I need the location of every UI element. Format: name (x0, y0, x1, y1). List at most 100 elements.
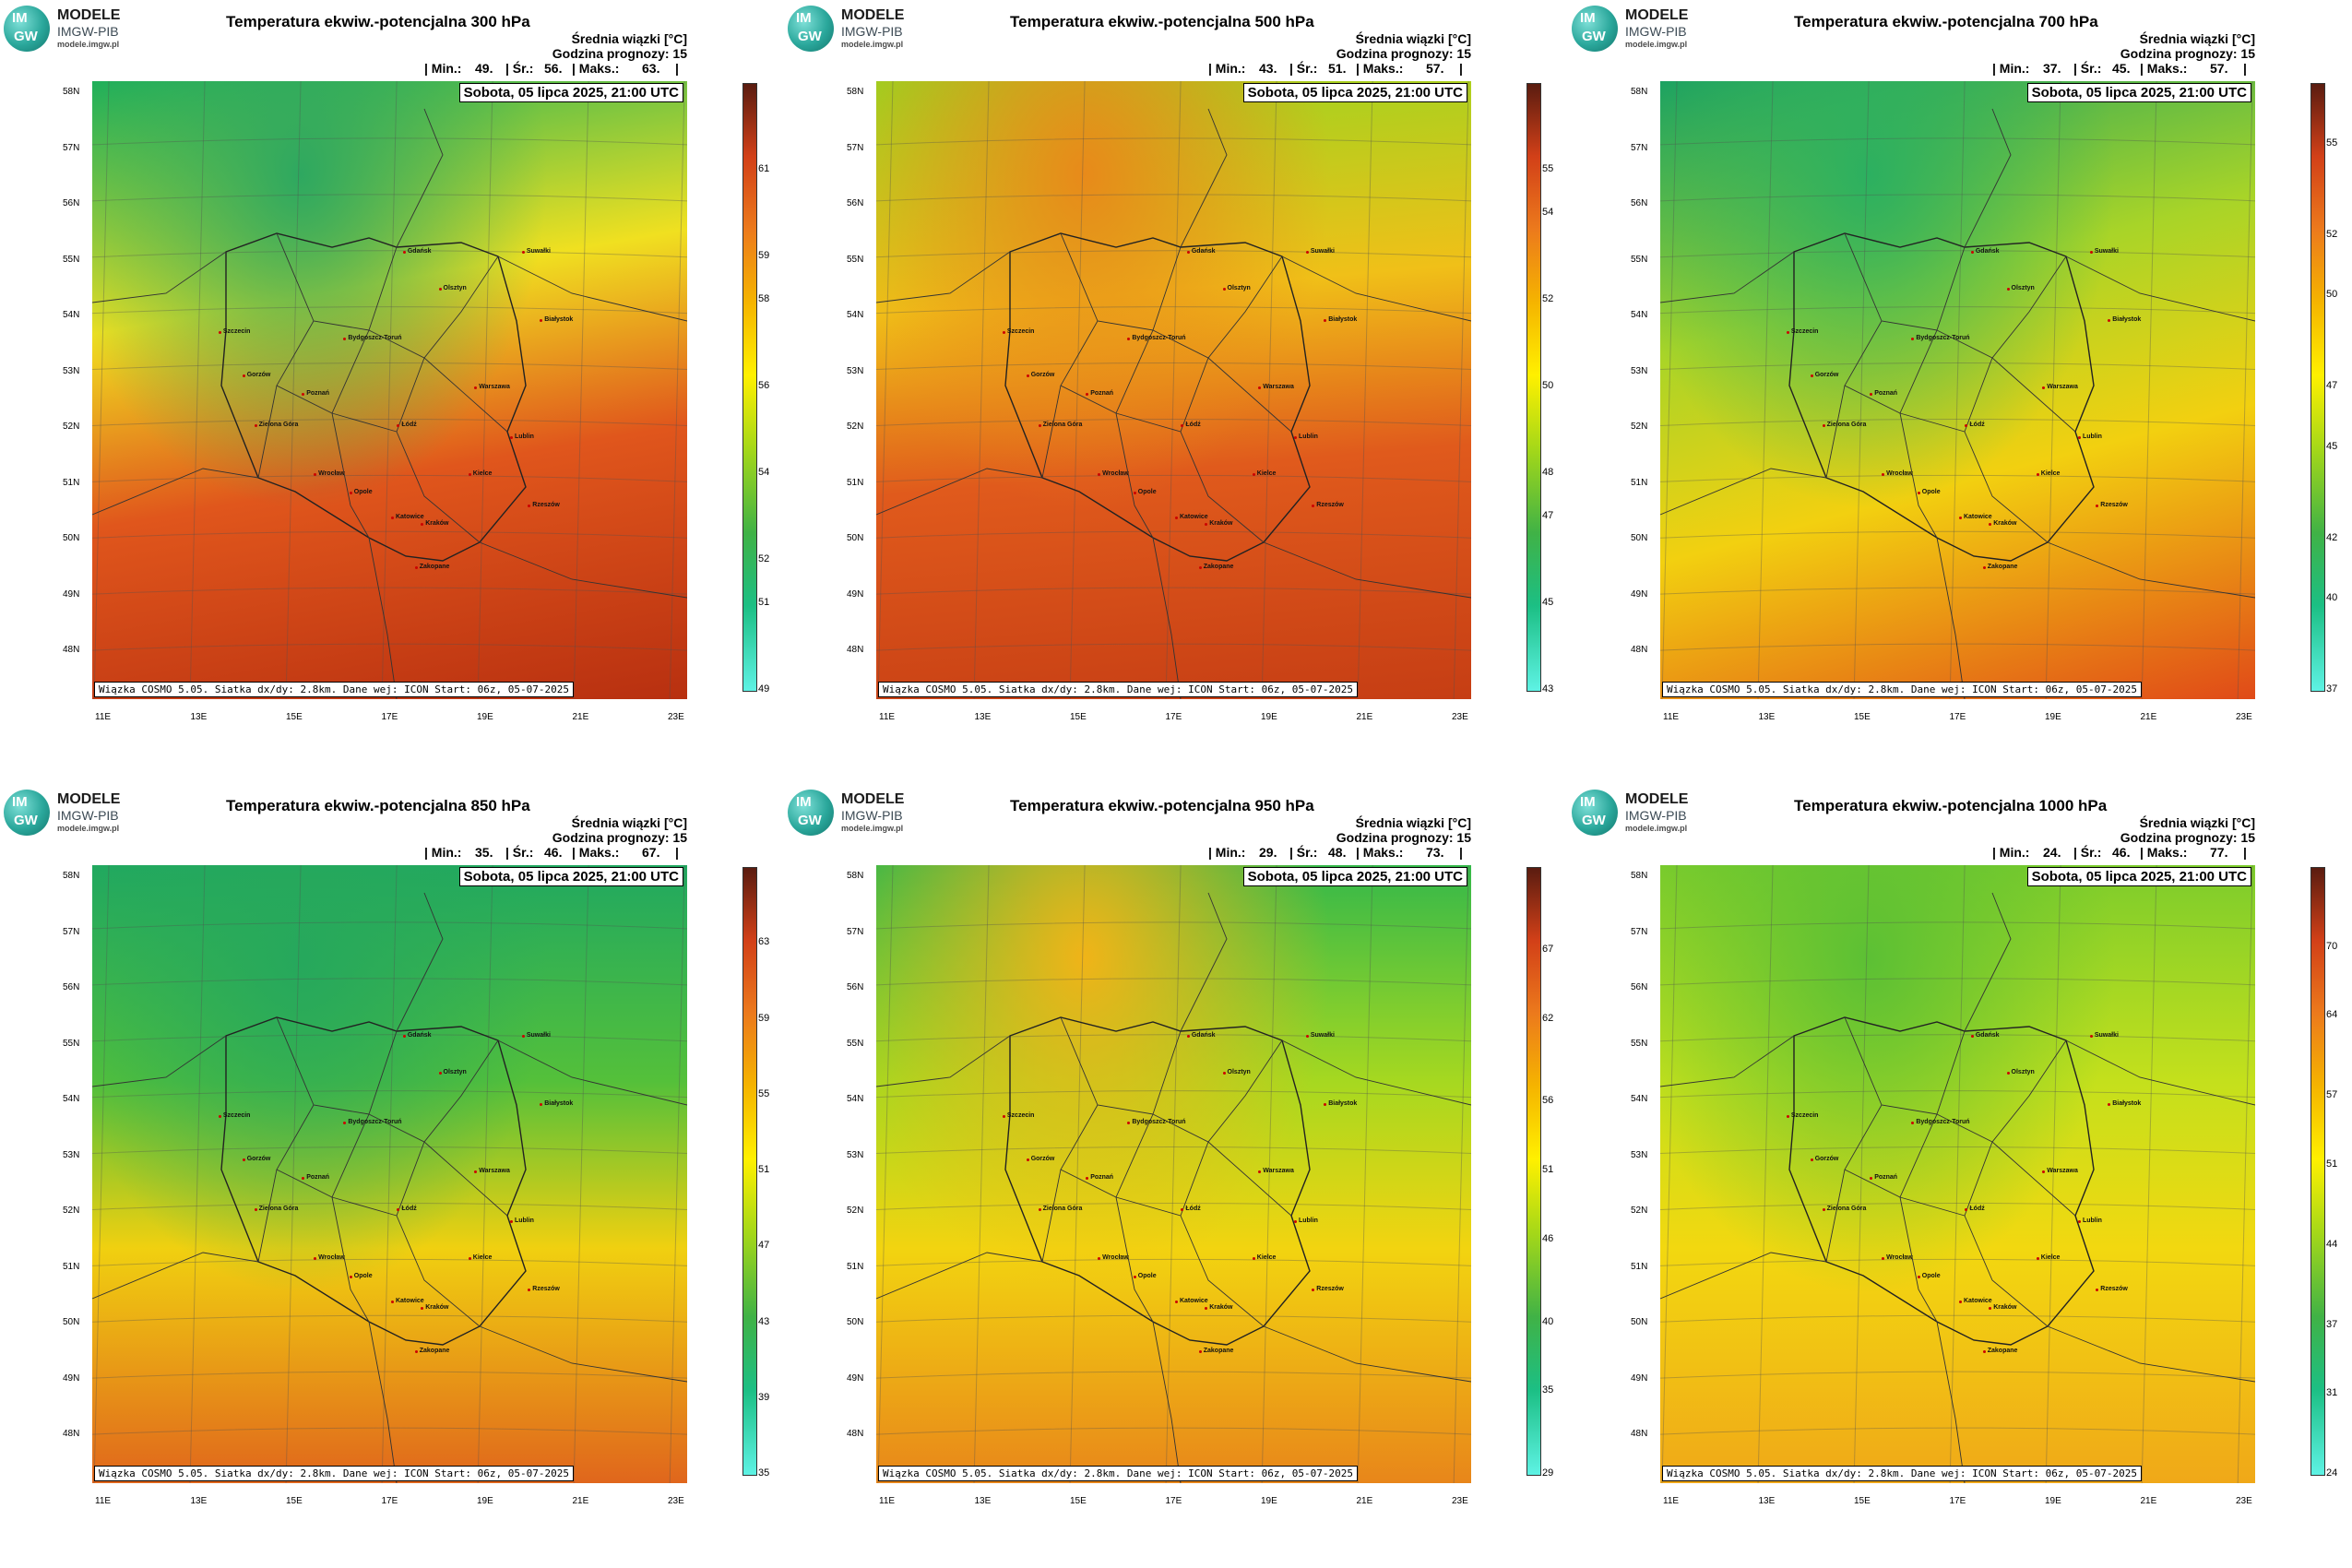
latitude-tick-label: 51N (847, 1261, 864, 1272)
city-label: Kielce (2036, 470, 2061, 478)
colorbar-tick-label: 51 (2326, 1158, 2338, 1170)
logo-title: MODELE (1625, 7, 1689, 23)
longitude-tick-label: 17E (381, 712, 398, 722)
latitude-tick-label: 52N (1631, 422, 1648, 432)
region-border (1180, 431, 1265, 543)
colorbar-tick-label: 37 (2326, 1318, 2338, 1330)
longitude-tick-label: 21E (1356, 712, 1373, 722)
latitude-tick-label: 49N (1631, 1372, 1648, 1384)
city-label: Olsztyn (1222, 1069, 1251, 1076)
city-label: Kraków (1989, 519, 2017, 527)
model-info-footer: Wiązka COSMO 5.05. Siatka dx/dy: 2.8km. … (94, 682, 574, 697)
longitude-line (573, 865, 589, 1483)
city-label: Gdańsk (1970, 1031, 2000, 1039)
logo-mark-icon: IM GW (788, 6, 834, 52)
logo-mark-top: IM (796, 794, 812, 810)
min-label: | Min.: (1992, 61, 2030, 76)
logo-mark-bottom: GW (14, 29, 38, 44)
colorbar-tick-label: 55 (2326, 137, 2338, 148)
neighbour-borders (1660, 892, 2255, 1483)
poland-border (1004, 1016, 1311, 1346)
latitude-line (92, 921, 687, 930)
max-value: 63. (642, 61, 660, 76)
longitude-line (973, 81, 990, 699)
city-label: Poznań (302, 390, 330, 397)
latitude-line (876, 587, 1471, 595)
city-label: Olsztyn (438, 1069, 467, 1076)
latitude-tick-label: 56N (63, 982, 80, 992)
min-label: | Min.: (1992, 845, 2030, 860)
model-info-footer: Wiązka COSMO 5.05. Siatka dx/dy: 2.8km. … (94, 1466, 574, 1481)
colorbar-tick-label: 42 (2326, 531, 2338, 543)
longitude-line (573, 81, 589, 699)
latitude-tick-label: 50N (1631, 1317, 1648, 1327)
latitude-tick-label: 48N (847, 1429, 864, 1439)
latitude-tick-label: 50N (63, 1317, 80, 1327)
latitude-line (92, 418, 687, 426)
region-border (1060, 1016, 1182, 1115)
colorbar-tick-label: 40 (2326, 592, 2338, 604)
map-overlay (1660, 81, 2255, 699)
avg-label: | Śr.: (1289, 61, 1318, 76)
longitude-tick-label: 19E (2045, 1496, 2061, 1506)
colorbar-tick-label: 44 (2326, 1238, 2338, 1250)
longitude-line (1757, 865, 1774, 1483)
region-border (276, 1016, 398, 1115)
latitude-tick-label: 57N (1631, 142, 1648, 153)
longitude-tick-label: 13E (1758, 712, 1776, 722)
city-label: Bydgoszcz-Toruń (1911, 334, 1970, 341)
region-border (396, 1215, 481, 1327)
colorbar-tick-label: 56 (1542, 1095, 1554, 1107)
logo-url: modele.imgw.pl (841, 40, 904, 49)
logo-url: modele.imgw.pl (57, 40, 120, 49)
latitude-line (876, 1202, 1471, 1210)
colorbar-tick-label: 63 (758, 936, 770, 948)
region-border (368, 255, 499, 359)
colorbar-tick-label: 54 (1542, 207, 1554, 218)
city-label: Szczecin (1002, 328, 1035, 335)
latitude-tick-label: 57N (847, 926, 864, 937)
colorbar-tick-label: 40 (1542, 1315, 1554, 1327)
longitude-line (877, 865, 894, 1483)
city-label: Kielce (1252, 1254, 1277, 1262)
latitude-line (1660, 1090, 2255, 1099)
longitude-tick-label: 15E (1854, 712, 1871, 722)
region-border (1825, 385, 1846, 479)
city-label: Białystok (540, 1099, 574, 1107)
colorbar-tick-label: 52 (2326, 228, 2338, 240)
longitude-line (973, 865, 990, 1483)
avg-label: | Śr.: (505, 845, 534, 860)
city-label: Katowice (390, 1298, 424, 1304)
latitude-tick-label: 52N (63, 422, 80, 432)
longitude-tick-label: 23E (2236, 712, 2252, 722)
longitude-line (1453, 81, 1469, 699)
min-value: 35. (475, 845, 493, 860)
city-label: Białystok (2108, 315, 2142, 323)
longitude-tick-label: 13E (1758, 1496, 1776, 1506)
latitude-tick-label: 49N (1631, 588, 1648, 600)
city-label: Zielona Góra (1822, 421, 1867, 428)
logo-url: modele.imgw.pl (57, 824, 120, 833)
map-overlay (92, 81, 687, 699)
city-label: Katowice (1958, 1298, 1992, 1304)
longitude-line (2237, 865, 2253, 1483)
city-label: Lublin (1293, 433, 1318, 440)
logo-title: MODELE (841, 791, 905, 807)
map-panel: IM GW MODELE IMGW-PIB modele.imgw.pl Temperat… (784, 0, 1568, 784)
longitude-line (1853, 81, 1870, 699)
city-label: Zielona Góra (254, 421, 299, 428)
city-label: Gdańsk (1970, 247, 2000, 255)
region-border (331, 1196, 370, 1323)
city-label: Zakopane (414, 563, 450, 570)
city-label: Szczecin (1786, 328, 1819, 335)
longitude-line (1165, 81, 1182, 699)
latitude-tick-label: 51N (63, 477, 80, 488)
city-label: Rzeszów (528, 501, 560, 508)
valid-date-label: Sobota, 05 lipca 2025, 21:00 UTC (458, 867, 683, 886)
mean-label: Średnia wiązki [°C] (571, 815, 687, 830)
poland-border (1788, 1016, 2095, 1346)
latitude-tick-label: 49N (63, 1372, 80, 1384)
latitude-tick-label: 57N (63, 926, 80, 937)
longitude-line (285, 81, 302, 699)
colorbar-tick-label: 61 (758, 163, 770, 174)
